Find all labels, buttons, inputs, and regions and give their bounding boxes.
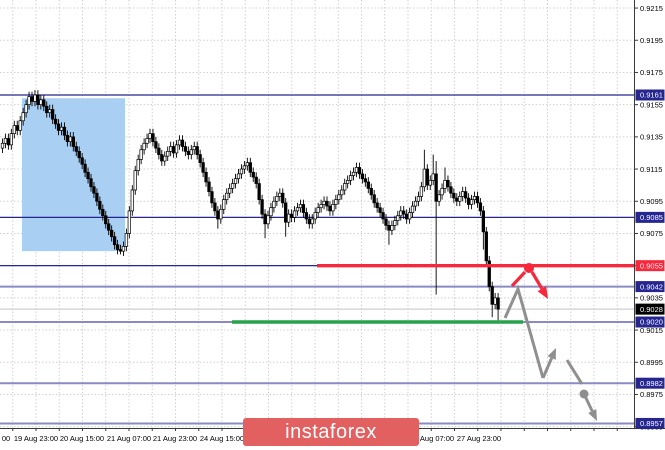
price-level-box-0.9042: 0.9042	[635, 281, 665, 293]
svg-text:0.8975: 0.8975	[640, 390, 663, 399]
svg-text:0.9055: 0.9055	[640, 261, 663, 270]
svg-text:0.9215: 0.9215	[640, 4, 663, 13]
instaforex-watermark: instaforex	[243, 418, 419, 446]
svg-text:00: 00	[2, 434, 10, 443]
price-level-box-0.9161: 0.9161	[635, 89, 665, 101]
svg-text:0.9035: 0.9035	[640, 294, 663, 303]
svg-text:0.9175: 0.9175	[640, 68, 663, 77]
svg-text:0.9028: 0.9028	[640, 305, 663, 314]
svg-text:27 Aug 07:00: 27 Aug 07:00	[410, 434, 454, 443]
red-dot	[524, 263, 534, 273]
forecast-annotations	[503, 263, 597, 421]
svg-text:21 Aug 07:00: 21 Aug 07:00	[107, 434, 151, 443]
level-overlays	[232, 263, 634, 324]
svg-text:0.9161: 0.9161	[640, 91, 663, 100]
svg-text:0.9042: 0.9042	[640, 282, 663, 291]
price-level-box-0.9028: 0.9028	[635, 303, 665, 315]
price-level-box-0.9020: 0.9020	[635, 316, 665, 328]
svg-text:0.9135: 0.9135	[640, 133, 663, 142]
price-level-box-0.8982: 0.8982	[635, 377, 665, 389]
svg-text:0.9020: 0.9020	[640, 318, 663, 327]
svg-text:0.9155: 0.9155	[640, 100, 663, 109]
svg-text:0.8982: 0.8982	[640, 379, 663, 388]
svg-text:0.8957: 0.8957	[640, 419, 663, 428]
price-level-box-0.9085: 0.9085	[635, 211, 665, 223]
svg-text:0.8995: 0.8995	[640, 358, 663, 367]
svg-text:19 Aug 23:00: 19 Aug 23:00	[14, 434, 58, 443]
svg-text:0.9115: 0.9115	[640, 165, 662, 174]
price-level-box-0.9055: 0.9055	[635, 260, 665, 272]
svg-text:21 Aug 23:00: 21 Aug 23:00	[153, 434, 197, 443]
svg-text:27 Aug 23:00: 27 Aug 23:00	[457, 434, 501, 443]
svg-text:0.9085: 0.9085	[640, 213, 663, 222]
svg-text:0.9195: 0.9195	[640, 36, 663, 45]
watermark-text: instaforex	[285, 420, 377, 443]
svg-text:0.9095: 0.9095	[640, 197, 663, 206]
price-level-box-0.8957: 0.8957	[635, 417, 665, 429]
price-level-boxes: 0.9161 0.9085 0.9055 0.9042 0.9028 0.9020 0.89…	[635, 89, 665, 429]
candles	[0, 90, 500, 321]
svg-text:0.9015: 0.9015	[640, 326, 663, 335]
svg-text:20 Aug 15:00: 20 Aug 15:00	[60, 434, 104, 443]
time-axis-labels: 00 19 Aug 23:00 20 Aug 15:00 21 Aug 07:00 21…	[2, 434, 501, 443]
level-lines	[0, 94, 634, 425]
svg-text:0.9075: 0.9075	[640, 229, 663, 238]
svg-text:24 Aug 15:00: 24 Aug 15:00	[200, 434, 244, 443]
